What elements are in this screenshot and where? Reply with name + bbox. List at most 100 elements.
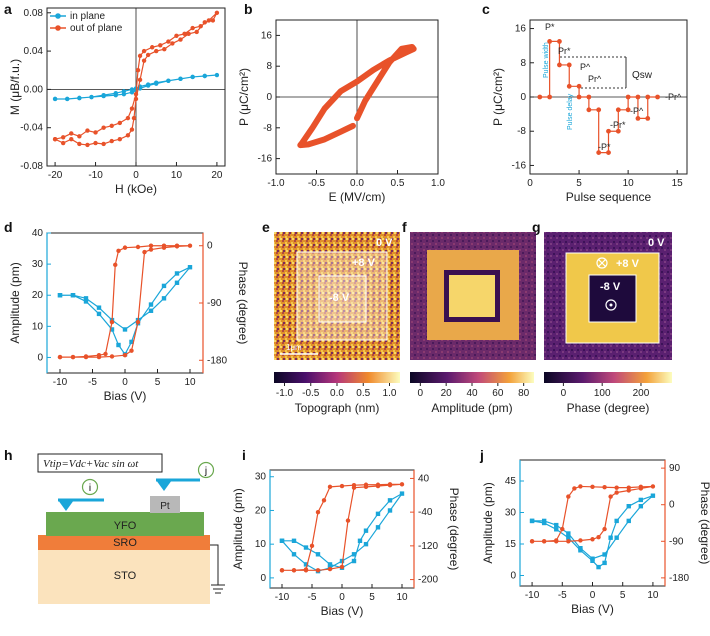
data-point: [339, 564, 345, 570]
annot-p-star: P*: [545, 22, 555, 32]
y2-tick-label: -200: [418, 575, 438, 586]
y2-tick-label: 90: [669, 463, 681, 474]
data-point: [60, 135, 66, 140]
data-point: [554, 539, 559, 544]
y2-tick-label: 0: [207, 241, 213, 252]
data-point: [113, 262, 118, 268]
colorbar-tick-label: 0.0: [330, 388, 344, 399]
data-point: [70, 354, 76, 360]
x-tick-label: 0: [339, 592, 345, 603]
data-point: [141, 48, 147, 54]
into-page-icon: [596, 257, 608, 269]
data-point: [117, 120, 123, 126]
data-point: [596, 150, 602, 156]
data-point: [566, 539, 571, 544]
data-point: [590, 537, 595, 542]
data-point: [148, 247, 154, 252]
data-point: [129, 348, 134, 353]
x-tick-label: 10: [647, 590, 659, 601]
data-point: [148, 243, 154, 248]
x-tick-label: -10: [525, 590, 540, 601]
x-tick-label: 20: [211, 170, 223, 181]
x-tick-label: -5: [88, 377, 97, 388]
y-tick-label: 40: [32, 228, 44, 239]
data-point: [303, 545, 309, 550]
data-point: [363, 541, 369, 547]
colorbar-amplitude-label: Amplitude (pm): [431, 401, 512, 415]
map-g-label-plus8: +8 V: [616, 258, 640, 270]
data-point: [638, 504, 644, 509]
data-point: [638, 497, 644, 503]
schematic-h: Vtip=Vdc+Vac sin ωt YFO SRO STO Pt i j: [37, 453, 225, 604]
colorbar-tick-label: 60: [492, 388, 504, 399]
annot-neg-p-star: -P*: [598, 142, 611, 152]
data-point: [291, 538, 297, 543]
data-point: [351, 485, 357, 490]
data-point: [174, 280, 180, 285]
series-phase: [279, 482, 405, 573]
chart-pulse-sequence: 0 5 10 15 -16 -8 0 8 16 Pulse sequence P (μC/cm²): [491, 19, 688, 204]
colorbar-topograph: [274, 372, 400, 383]
data-point: [129, 90, 135, 95]
data-point: [129, 127, 135, 132]
data-point: [363, 528, 369, 533]
data-point: [608, 535, 613, 540]
colorbar-phase-label: Phase (degree): [567, 401, 650, 415]
data-point: [141, 58, 147, 63]
annot-pr-star: Pr*: [558, 46, 571, 56]
y-tick-label: -16: [512, 160, 527, 171]
data-point: [187, 265, 193, 270]
y-tick-label: 0.04: [24, 46, 44, 57]
x-tick-label: 10: [623, 178, 635, 189]
panel-label-f: f: [402, 219, 407, 235]
chart-magnetization: -20 -10 0 10 20 -0.08 -0.04 0.00 0.04 0.08 H (kOe)…: [8, 7, 226, 196]
data-point: [541, 539, 547, 544]
data-point: [635, 115, 641, 121]
data-point: [186, 31, 191, 37]
x-tick-label: 0.0: [350, 178, 364, 189]
data-point: [161, 283, 167, 289]
data-point: [131, 115, 137, 121]
data-point: [142, 249, 147, 255]
panel-label-b: b: [244, 1, 253, 17]
layer-yfo: [46, 512, 204, 536]
data-point: [154, 48, 159, 54]
data-point: [161, 296, 167, 301]
series-line: [531, 495, 654, 568]
y-axis-label: P (μC/cm²): [491, 68, 505, 126]
annot-neg-pr-hat: -Pr^: [665, 92, 682, 102]
map-g-label-0v: 0 V: [648, 237, 665, 249]
data-point: [83, 296, 89, 301]
tip-voltage-equation: Vtip=Vdc+Vac sin ωt: [43, 458, 139, 470]
data-point: [387, 508, 393, 513]
data-point: [315, 552, 321, 557]
afm-tip-i-icon: [58, 500, 74, 511]
data-point: [187, 243, 193, 248]
data-point: [615, 107, 621, 113]
y-tick-label: -0.04: [20, 123, 43, 134]
panel-label-e: e: [262, 219, 270, 235]
data-point: [93, 130, 98, 135]
data-point: [529, 518, 535, 524]
data-point: [166, 39, 171, 44]
data-point: [170, 41, 175, 46]
data-point: [608, 494, 613, 499]
layer-sto: [38, 548, 210, 604]
scalebar-label: 1μm: [286, 343, 302, 352]
data-point: [101, 141, 106, 147]
data-point: [650, 493, 656, 498]
data-point: [303, 562, 309, 567]
data-point: [60, 140, 66, 146]
data-point: [554, 527, 559, 532]
series-pulse-response: [537, 38, 660, 156]
data-point: [122, 352, 128, 358]
colorbar-tick-label: 40: [466, 388, 478, 399]
y-tick-label: 15: [505, 539, 517, 550]
data-point: [345, 518, 351, 523]
data-point: [537, 94, 543, 100]
series-out-of-plane: [52, 10, 220, 148]
data-point: [135, 244, 141, 250]
data-point: [125, 133, 131, 138]
data-point: [635, 94, 641, 100]
data-point: [166, 78, 171, 83]
